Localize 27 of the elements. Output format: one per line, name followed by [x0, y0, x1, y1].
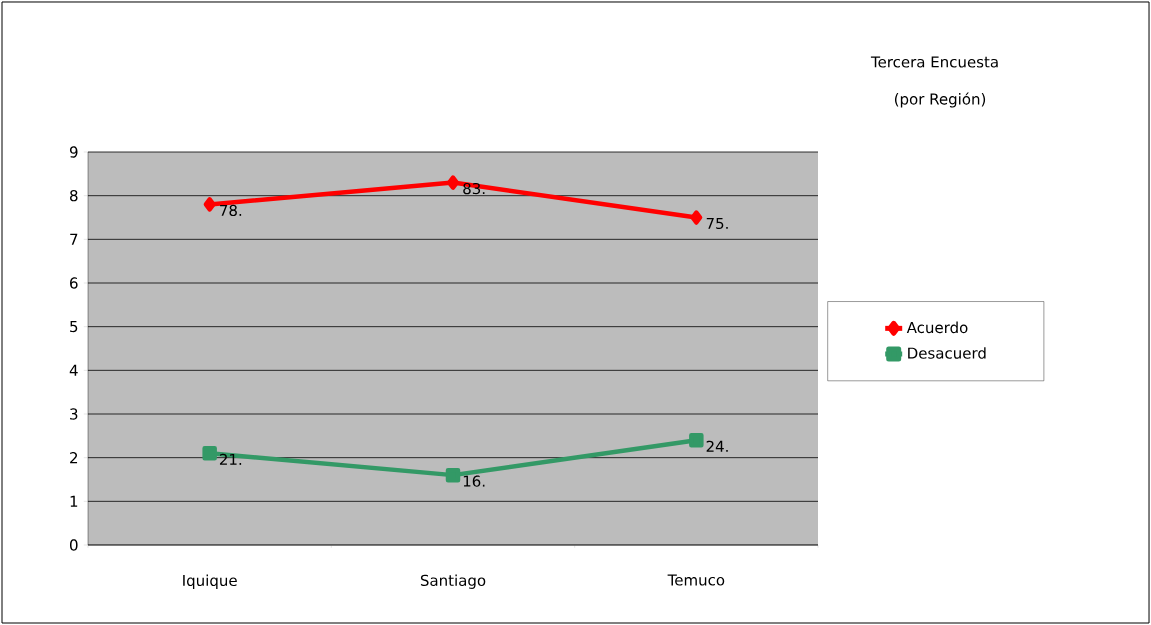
point — [203, 197, 216, 212]
legend-label: Acuerdo — [906, 321, 968, 334]
point — [447, 175, 459, 190]
x-tick-label: Iquique — [183, 574, 237, 589]
y-tick-label: 9 — [69, 146, 78, 158]
annotation: 24. — [706, 440, 728, 452]
point — [689, 432, 704, 448]
x-tick-label: Temuco — [667, 574, 725, 586]
annotation: 16. — [463, 475, 485, 487]
y-tick-label: 8 — [70, 189, 78, 202]
x-tick-label: Santiago — [420, 574, 486, 589]
point — [690, 210, 703, 225]
legend-label: Desacuerd — [908, 347, 986, 359]
text: (por Región) — [894, 92, 986, 108]
annotation: 75. — [706, 217, 728, 230]
y-tick-label: 1 — [70, 495, 78, 507]
y-tick-label: 3 — [70, 408, 78, 420]
y-tick-label: 2 — [70, 452, 78, 464]
y-tick-label: 0 — [69, 539, 78, 551]
text: Tercera Encuesta — [870, 56, 998, 68]
y-tick-label: 6 — [70, 277, 78, 289]
y-tick-label: 4 — [69, 364, 78, 376]
point — [445, 467, 461, 483]
point — [202, 446, 217, 461]
y-tick-label: 7 — [70, 233, 78, 245]
annotation: 78. — [220, 204, 242, 217]
y-tick-label: 5 — [70, 321, 78, 333]
